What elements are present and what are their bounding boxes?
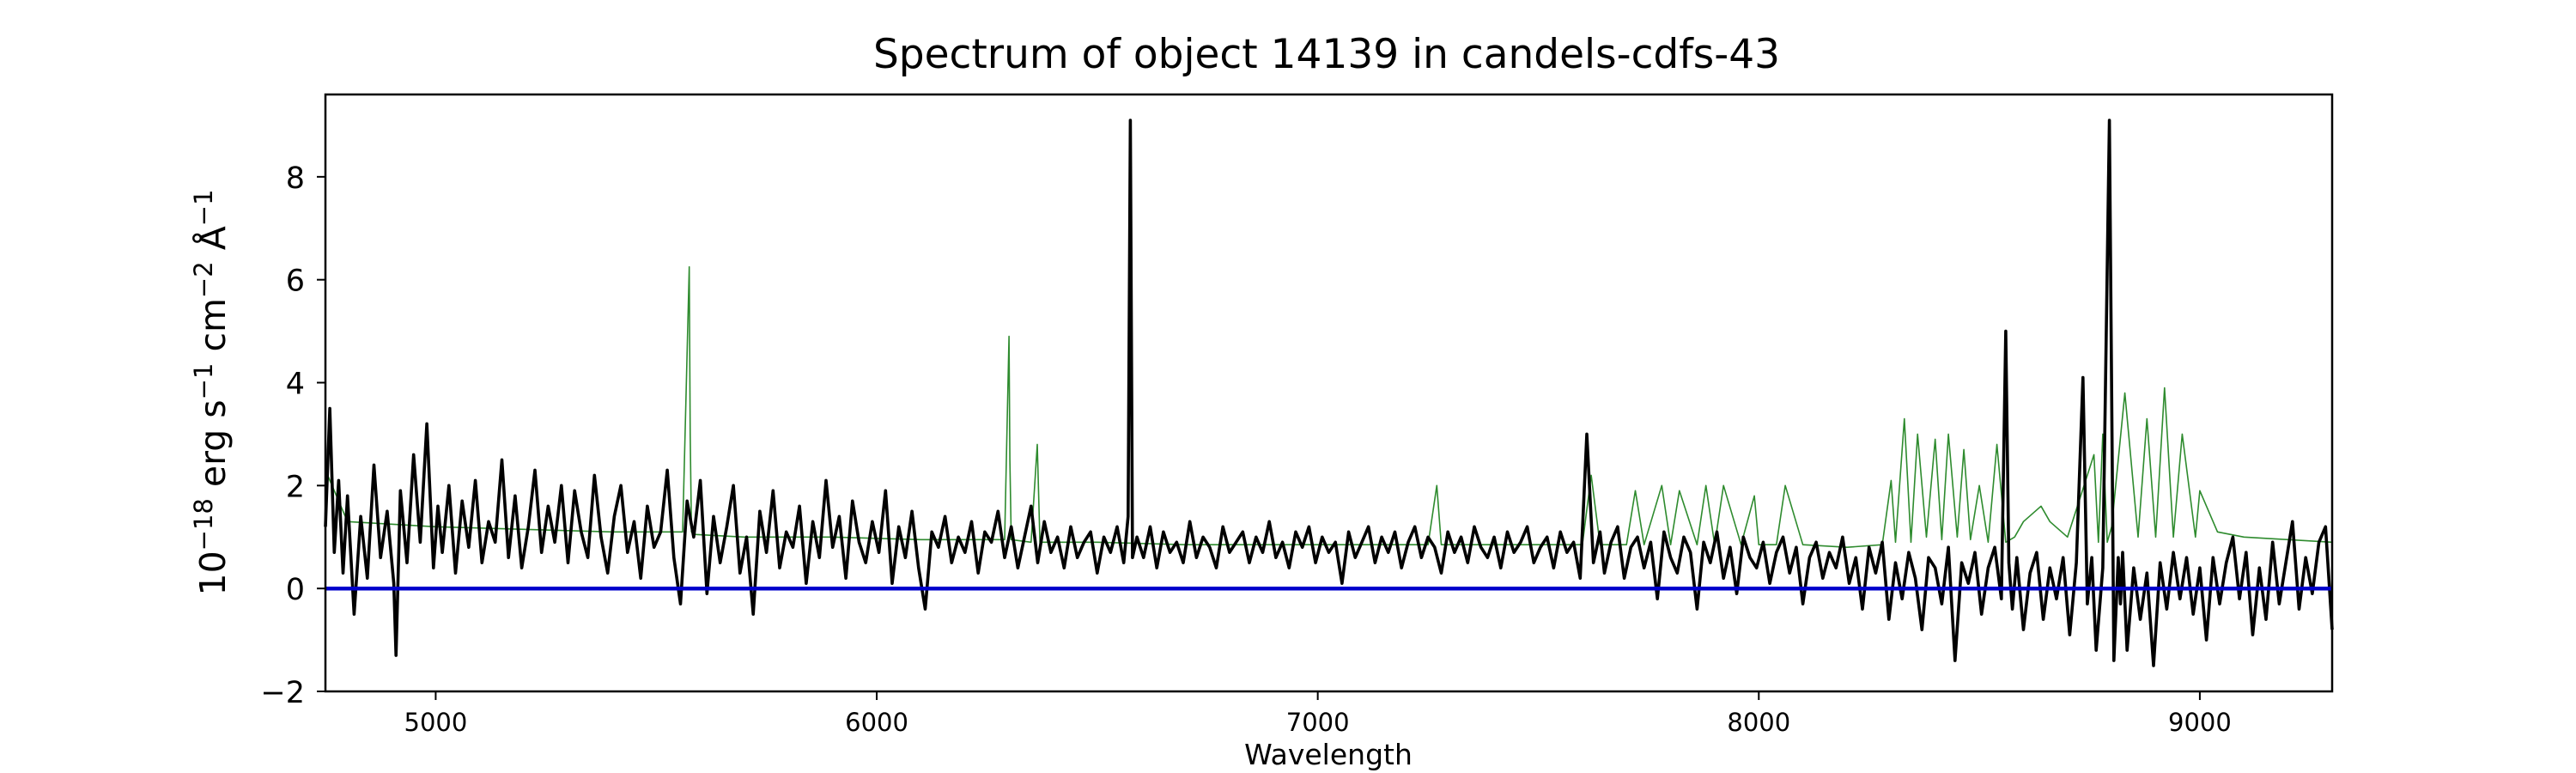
y-label-exp-4: −1 — [189, 189, 218, 226]
x-tick-label: 7000 — [1286, 708, 1350, 737]
plot-frame — [324, 93, 2334, 693]
chart-title: Spectrum of object 14139 in candels-cdfs… — [873, 31, 1780, 78]
y-label-exp-2: −1 — [189, 363, 218, 400]
y-label-unit-2: cm — [192, 298, 234, 363]
y-tick-label: 8 — [286, 161, 305, 196]
y-label-exp-1: −18 — [189, 498, 218, 551]
y-label-unit-3: Å — [192, 226, 234, 261]
y-label-exp-3: −2 — [189, 261, 218, 298]
y-label-unit-1: erg s — [192, 399, 234, 498]
x-tick-label: 5000 — [404, 708, 468, 737]
x-tick-label: 8000 — [1727, 708, 1790, 737]
y-tick-label: 2 — [286, 470, 305, 504]
y-axis-label: 10−18 erg s−1 cm−2 Å−1 — [189, 189, 234, 595]
x-axis-label: Wavelength — [1244, 738, 1413, 771]
y-label-base: 10 — [192, 551, 234, 595]
y-axis: −2 0 2 4 6 8 — [260, 161, 325, 710]
y-tick-label: 0 — [286, 573, 305, 607]
y-tick-label: 6 — [286, 265, 305, 299]
y-tick-label: −2 — [260, 676, 305, 710]
x-tick-label: 6000 — [845, 708, 908, 737]
series-line-sky — [325, 265, 2333, 548]
y-tick-label: 4 — [286, 368, 305, 402]
series-line-flux — [324, 119, 2334, 667]
x-tick-label: 9000 — [2168, 708, 2232, 737]
plot-lines — [324, 119, 2334, 667]
x-axis: 5000 6000 7000 8000 9000 — [404, 691, 2232, 737]
